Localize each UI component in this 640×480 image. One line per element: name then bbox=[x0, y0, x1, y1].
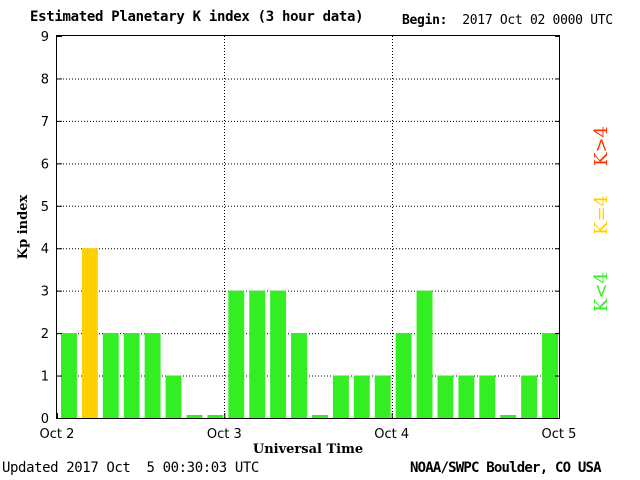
updated-label: Updated bbox=[2, 460, 59, 476]
kp-bar bbox=[186, 415, 203, 418]
kp-bar bbox=[228, 290, 245, 418]
x-tick-label: Oct 4 bbox=[374, 427, 409, 442]
kp-bar bbox=[61, 333, 77, 418]
y-tick-label: 9 bbox=[41, 30, 49, 45]
y-axis-ticks: 0 1 2 3 4 5 6 7 8 9 bbox=[41, 30, 559, 427]
x-axis-label: Universal Time bbox=[253, 442, 363, 457]
kp-bar bbox=[123, 333, 140, 418]
kp-bar bbox=[207, 415, 224, 418]
y-tick-label: 1 bbox=[41, 370, 49, 385]
y-tick-label: 2 bbox=[41, 327, 49, 342]
updated-value: 2017 Oct 5 00:30:03 UTC bbox=[66, 460, 259, 476]
x-tick-label: Oct 3 bbox=[207, 427, 242, 442]
kp-bar bbox=[521, 375, 538, 418]
grid-lines bbox=[57, 36, 559, 418]
kp-bar bbox=[500, 415, 517, 418]
begin-time: Begin: 2017 Oct 02 0000 UTC bbox=[402, 13, 613, 28]
begin-label: Begin: bbox=[402, 13, 448, 28]
begin-value: 2017 Oct 02 0000 UTC bbox=[462, 13, 613, 28]
chart-title: Estimated Planetary K index (3 hour data… bbox=[30, 9, 364, 25]
y-tick-label: 5 bbox=[41, 200, 49, 215]
kp-bar bbox=[542, 333, 558, 418]
kp-bar bbox=[270, 290, 287, 418]
kp-bar bbox=[291, 333, 307, 418]
y-tick-label: 6 bbox=[41, 157, 49, 172]
kp-bar bbox=[249, 290, 266, 418]
x-axis-ticks: Oct 2 Oct 3 Oct 4 Oct 5 bbox=[40, 413, 577, 442]
credit-text: NOAA/SWPC Boulder, CO USA bbox=[410, 460, 602, 476]
kp-bar bbox=[458, 375, 475, 418]
kp-bar bbox=[374, 375, 391, 418]
kp-bar bbox=[312, 415, 328, 418]
kp-bar bbox=[479, 375, 496, 418]
kp-bar bbox=[332, 375, 349, 418]
y-tick-label: 4 bbox=[41, 242, 49, 257]
kp-bar bbox=[144, 333, 161, 418]
plot-frame bbox=[56, 35, 560, 419]
kp-bar bbox=[437, 375, 454, 418]
kp-bar bbox=[102, 333, 119, 418]
kp-bar bbox=[353, 375, 370, 418]
y-tick-label: 0 bbox=[41, 412, 49, 427]
kp-bar bbox=[81, 248, 98, 418]
y-tick-label: 7 bbox=[41, 115, 49, 130]
kp-bar bbox=[416, 290, 433, 418]
bars bbox=[61, 248, 558, 418]
x-tick-label: Oct 2 bbox=[40, 427, 75, 442]
updated-time: Updated 2017 Oct 5 00:30:03 UTC bbox=[2, 460, 259, 476]
y-axis-label: Kp index bbox=[16, 195, 31, 260]
y-tick-label: 8 bbox=[41, 72, 49, 87]
kp-bar bbox=[165, 375, 182, 418]
legend-entry: K>4 bbox=[591, 126, 612, 166]
legend-entry: K<4 bbox=[591, 272, 612, 312]
y-tick-label: 3 bbox=[41, 285, 49, 300]
color-legend: K<4 K=4 K>4 bbox=[591, 126, 612, 312]
legend-entry: K=4 bbox=[591, 195, 612, 235]
x-tick-label: Oct 5 bbox=[542, 427, 577, 442]
kp-bar bbox=[395, 333, 412, 418]
